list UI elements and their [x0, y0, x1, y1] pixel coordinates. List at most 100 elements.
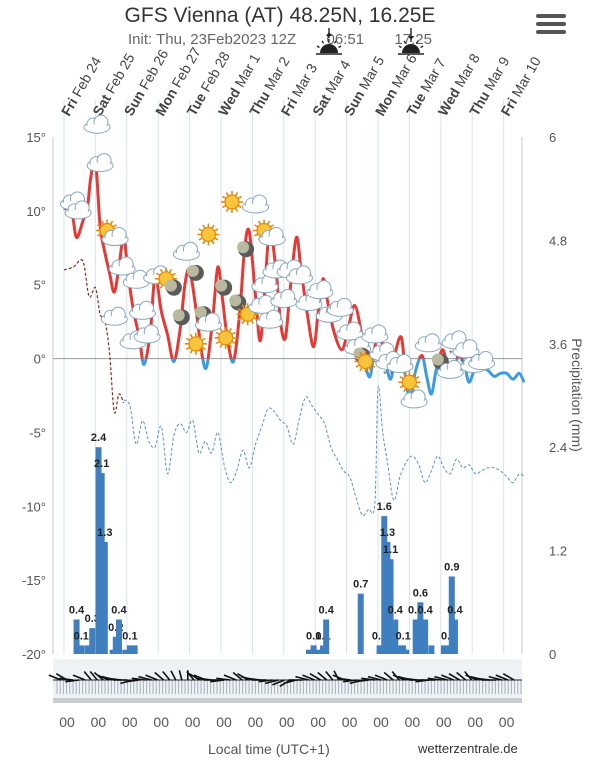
cloud-fill: [387, 363, 412, 372]
weather-icon-cloud: [414, 333, 442, 353]
weather-icon-cloud: [400, 389, 428, 409]
sun-ray: [97, 233, 102, 237]
precip-bar: [112, 636, 119, 654]
precip-bar: [381, 516, 388, 654]
cloud-fill: [328, 307, 353, 316]
cloud-fill: [124, 279, 149, 288]
sun-ray: [415, 385, 420, 389]
precip-value-label: 0.1: [122, 630, 137, 642]
precip-bar: [109, 649, 116, 654]
sun-ray: [269, 224, 275, 228]
precip-bar: [451, 619, 458, 654]
sun-ray: [156, 281, 161, 285]
weather-icon-sun-cloud: [96, 219, 129, 246]
sun-ray: [420, 45, 424, 49]
precip-value-label: 0.1: [306, 630, 321, 642]
hour-label: 00: [185, 714, 201, 730]
wind-barb: [383, 671, 394, 681]
precip-bar: [95, 447, 102, 654]
wind-barb: [355, 679, 370, 683]
hour-label: 00: [153, 714, 169, 730]
sun-ray: [338, 45, 342, 49]
hamburger-icon[interactable]: [536, 14, 566, 38]
weather-icon-cloud: [468, 351, 496, 371]
moon-light: [186, 264, 199, 277]
precip-bar: [126, 645, 133, 654]
precip-tick-label: 1.2: [549, 544, 567, 559]
cloud-fill: [287, 274, 312, 283]
sun-ray: [403, 387, 407, 393]
sun-ray: [403, 40, 407, 44]
moon-light: [237, 241, 250, 254]
sun-ray: [171, 272, 176, 276]
x-axis-label: Local time (UTC+1): [208, 741, 330, 757]
sun-ray: [222, 195, 227, 200]
weather-icon-cloud: [83, 114, 111, 134]
sun-ray: [201, 337, 206, 341]
sun-half: [402, 44, 420, 53]
hour-label: 00: [499, 714, 515, 730]
hour-label: 00: [342, 714, 358, 730]
wind-barb: [374, 674, 388, 681]
sun-ray: [109, 220, 114, 225]
weather-icon-cloud: [361, 324, 389, 344]
moon-light: [164, 279, 177, 292]
precip-bar: [445, 645, 452, 654]
temp-tick-label: 10°: [26, 204, 46, 219]
cloud-fill: [196, 322, 221, 331]
weather-icon-cloud: [386, 353, 414, 373]
cloud-fill: [362, 333, 387, 342]
wind-barb: [302, 674, 315, 681]
sunset-glyph: [398, 28, 424, 55]
sun-ray: [100, 220, 105, 225]
temp-tick-label: -20°: [22, 647, 46, 662]
sun-disc: [218, 330, 234, 346]
weather-icon-sun: [184, 332, 207, 355]
cloud-fill: [66, 209, 91, 218]
cloud-fill: [453, 348, 478, 357]
sun-ray: [211, 224, 215, 229]
temp-tick-label: 5°: [34, 278, 46, 293]
sun-ray: [198, 349, 203, 354]
credit-link[interactable]: wetterzentrale.de: [418, 741, 518, 756]
wind-barb: [178, 670, 183, 681]
sun-ray: [231, 340, 236, 345]
precip-bar: [417, 602, 424, 654]
cloud-fill: [135, 333, 160, 342]
init-subtitle: Init: Thu, 23Feb2023 12Z 06:51 17:25: [0, 31, 560, 48]
wind-barb: [59, 677, 74, 681]
sun-ray: [222, 204, 227, 209]
precip-bar: [357, 593, 364, 654]
sun-ray: [355, 355, 360, 359]
precip-value-label: 0.4: [417, 605, 433, 617]
weather-icon-sun: [214, 326, 237, 349]
weather-icon-cloud: [436, 359, 464, 379]
precip-bar: [98, 473, 105, 654]
precip-value-label: 0.4: [319, 605, 335, 617]
sun-ray: [225, 192, 230, 197]
sun-ray: [225, 207, 230, 212]
sun-ray: [189, 349, 194, 354]
sun-ray: [359, 367, 363, 372]
wind-barb: [272, 679, 285, 686]
cloud-fill: [438, 369, 463, 378]
precip-value-label: 0.4: [69, 605, 85, 617]
precip-tick-label: 6: [549, 130, 556, 145]
sun-ray: [412, 372, 416, 377]
sun-ray: [198, 228, 203, 232]
wind-barb: [210, 679, 225, 683]
cloud-fill: [249, 304, 274, 313]
wind-barb: [258, 679, 273, 683]
sun-ray: [112, 224, 118, 228]
wind-barb: [89, 671, 98, 681]
weather-icon-cloud: [251, 274, 279, 294]
sun-ray: [185, 337, 191, 341]
day-date: Mar 8: [451, 51, 483, 90]
day-date: Mar 4: [322, 57, 354, 96]
precip-value-label: 1.3: [97, 527, 112, 539]
precip-tick-label: 0: [549, 647, 556, 662]
cloud-fill: [337, 330, 362, 339]
init-time: Init: Thu, 23Feb2023 12Z: [128, 31, 297, 48]
sun-ray: [159, 268, 164, 274]
precip-bar: [428, 645, 435, 654]
